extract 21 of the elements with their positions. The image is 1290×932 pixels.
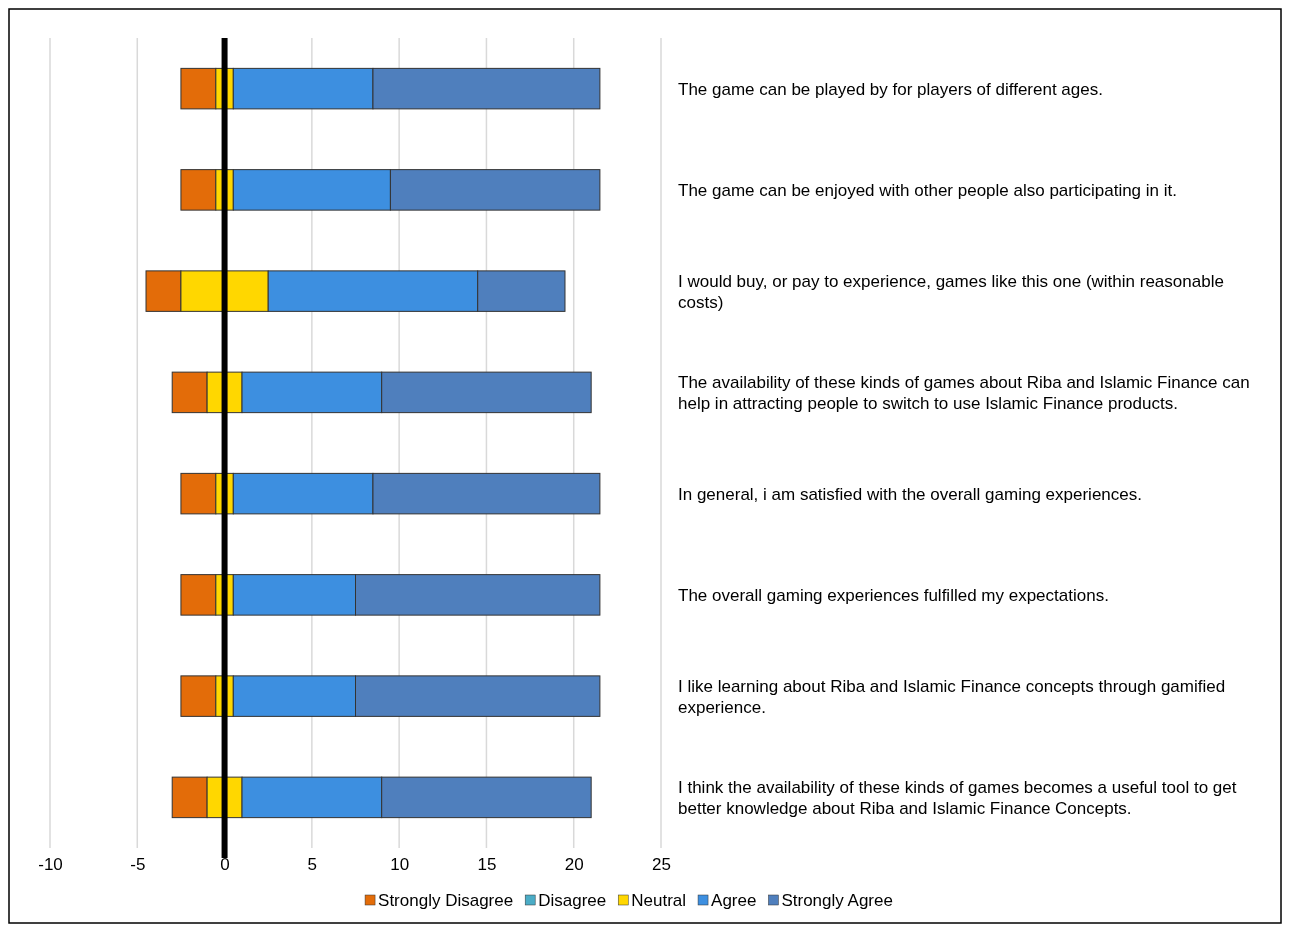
legend-label: Strongly Agree xyxy=(781,891,893,910)
legend-label: Agree xyxy=(711,891,757,910)
x-tick-label: 5 xyxy=(307,855,318,875)
y-tick-label: I would buy, or pay to experience, games like this one (within reasonable costs) xyxy=(678,271,1224,312)
y-tick-label: The game can be played by for players of different ages. xyxy=(678,79,1103,99)
legend-label: Strongly Disagree xyxy=(378,891,514,910)
x-tick-label: 20 xyxy=(564,855,584,875)
y-tick-label: I think the availability of these kinds of games becomes a useful tool to get better knowledge about Riba and Islamic Finance Concepts. xyxy=(678,777,1237,818)
x-tick-label: 10 xyxy=(390,855,410,875)
y-tick-label: I like learning about Riba and Islamic Finance concepts through gamified experience. xyxy=(678,676,1226,717)
x-tick-label: -5 xyxy=(130,855,146,875)
x-tick-label: 0 xyxy=(220,855,230,875)
y-tick-label: In general, i am satisfied with the overall gaming experiences. xyxy=(678,484,1142,504)
y-tick-label: The overall gaming experiences fulfilled my expectations. xyxy=(678,585,1109,605)
y-tick-label: The game can be enjoyed with other people also participating in it. xyxy=(678,180,1177,200)
legend-label: Disagree xyxy=(538,891,607,910)
y-tick-label: The availability of these kinds of games about Riba and Islamic Finance can help in attracting people to switch to use Islamic Finance products. xyxy=(678,372,1250,413)
x-tick-label: -10 xyxy=(38,855,63,875)
legend-label: Neutral xyxy=(631,891,687,910)
x-tick-label: 25 xyxy=(652,855,671,875)
x-tick-label: 15 xyxy=(477,855,497,875)
